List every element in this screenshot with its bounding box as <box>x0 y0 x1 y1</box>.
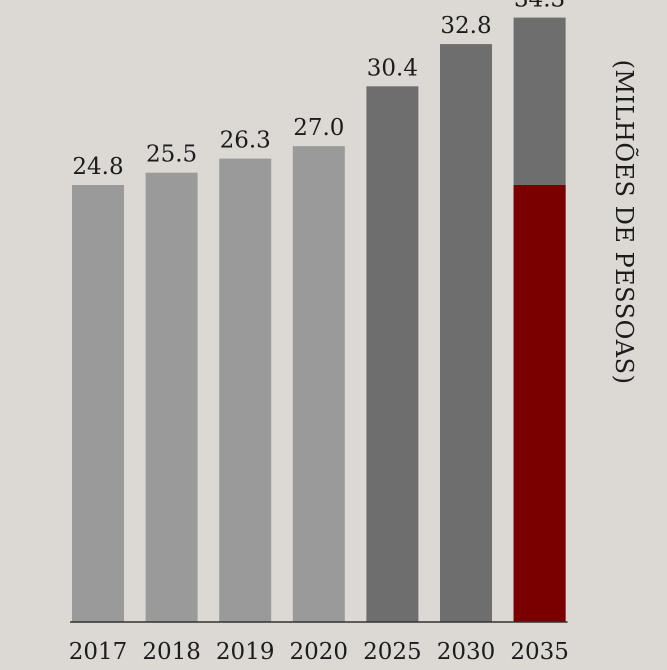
value-label-2030: 32.8 <box>440 13 491 39</box>
x-tick-labels-group: 2017 2018 2019 2020 2025 2030 2035 <box>69 639 569 665</box>
value-label-2025: 30.4 <box>367 55 418 81</box>
value-label-2017: 24.8 <box>72 154 123 180</box>
bar-2035-highlight-segment <box>513 185 566 622</box>
x-tick-label-2017: 2017 <box>69 639 128 665</box>
x-tick-label-2030: 2030 <box>437 639 496 665</box>
bar-2017 <box>72 185 124 622</box>
value-label-2018: 25.5 <box>146 142 197 168</box>
bar-2018 <box>145 172 198 622</box>
x-tick-label-2035: 2035 <box>510 639 569 665</box>
x-tick-label-2019: 2019 <box>216 639 275 665</box>
x-tick-label-2020: 2020 <box>290 639 349 665</box>
bars-group <box>72 17 566 623</box>
value-label-2019: 26.3 <box>220 128 271 154</box>
bar-2030 <box>440 44 492 623</box>
value-label-2020: 27.0 <box>293 115 344 141</box>
bar-2025 <box>366 86 419 623</box>
y-axis-title: (MILHÕES DE PESSOAS) <box>610 60 640 385</box>
value-label-2035: 34.3 <box>514 0 565 13</box>
x-tick-label-2025: 2025 <box>363 639 422 665</box>
value-labels-group: 24.8 25.5 26.3 27.0 30.4 32.8 34.3 <box>72 0 565 180</box>
bar-2020 <box>292 146 345 622</box>
bar-2019 <box>219 158 272 622</box>
x-tick-label-2018: 2018 <box>142 639 201 665</box>
